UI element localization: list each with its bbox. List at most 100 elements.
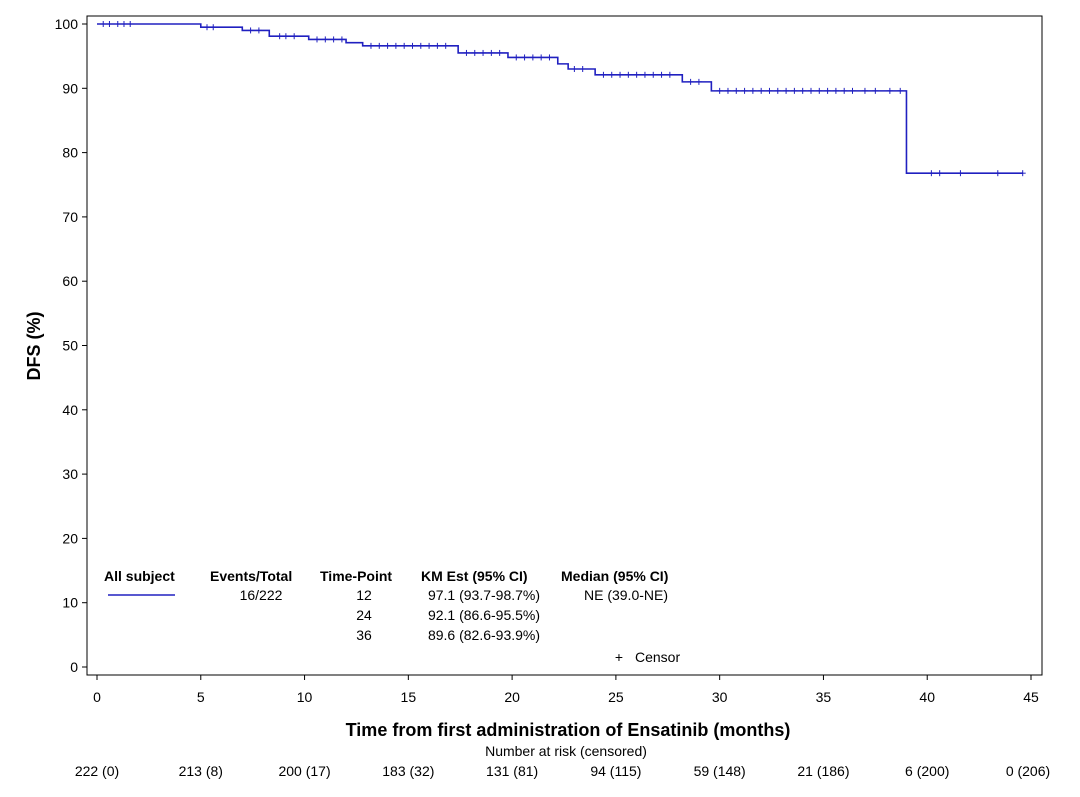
censor-mark	[816, 87, 823, 94]
censor-mark	[766, 87, 773, 94]
censor-mark	[127, 21, 134, 27]
censor-mark	[106, 21, 113, 27]
censor-mark	[367, 42, 374, 49]
censor-mark	[330, 36, 337, 43]
y-tick-label: 60	[62, 273, 78, 289]
censor-mark	[928, 170, 935, 177]
censor-mark	[791, 87, 798, 94]
censor-mark	[409, 42, 416, 49]
risk-value: 131 (81)	[486, 763, 538, 779]
legend-timepoint-12: 12	[356, 587, 372, 603]
legend-events-total: 16/222	[240, 587, 283, 603]
y-tick-label: 0	[70, 659, 78, 675]
y-axis-title: DFS (%)	[24, 312, 44, 381]
x-tick-label: 25	[608, 689, 624, 705]
x-tick-label: 10	[297, 689, 313, 705]
censor-mark	[488, 49, 495, 56]
censor-mark	[733, 87, 740, 94]
censor-mark	[625, 71, 632, 78]
censor-mark	[617, 71, 624, 78]
x-tick-label: 40	[919, 689, 935, 705]
censor-mark	[120, 21, 127, 27]
risk-value: 200 (17)	[278, 763, 330, 779]
y-tick-label: 70	[62, 209, 78, 225]
y-axis: 0 10 20 30 40 50 60 70 80 90 100	[55, 16, 87, 675]
legend-timepoint-24: 24	[356, 607, 372, 623]
censor-mark	[957, 170, 964, 177]
censor-mark	[401, 42, 408, 49]
censor-mark	[666, 71, 673, 78]
risk-value: 183 (32)	[382, 763, 434, 779]
risk-table-values: 222 (0) 213 (8) 200 (17) 183 (32) 131 (81) 94…	[75, 763, 1050, 779]
censor-mark	[799, 87, 806, 94]
censor-mark	[210, 24, 217, 31]
y-tick-label: 90	[62, 80, 78, 96]
censor-mark	[849, 87, 856, 94]
censor-mark	[724, 87, 731, 94]
legend-km-24: 92.1 (86.6-95.5%)	[428, 607, 540, 623]
censor-mark	[832, 87, 839, 94]
censor-mark	[471, 49, 478, 56]
risk-value: 21 (186)	[797, 763, 849, 779]
censor-mark	[529, 54, 536, 61]
legend-km-36: 89.6 (82.6-93.9%)	[428, 627, 540, 643]
censor-mark	[100, 21, 107, 27]
censor-mark	[521, 54, 528, 61]
censor-mark	[282, 33, 289, 40]
risk-value: 222 (0)	[75, 763, 119, 779]
censor-mark	[204, 24, 211, 31]
legend-header-median: Median (95% CI)	[561, 568, 668, 584]
censor-mark	[314, 36, 321, 43]
x-tick-label: 35	[816, 689, 832, 705]
censor-mark	[384, 42, 391, 49]
censor-mark	[291, 33, 298, 40]
legend-censor-symbol: +	[615, 649, 623, 665]
x-tick-label: 5	[197, 689, 205, 705]
legend-header-group: All subject	[104, 568, 175, 584]
censor-mark	[633, 71, 640, 78]
x-axis-title: Time from first administration of Ensati…	[346, 720, 791, 740]
censor-mark	[463, 49, 470, 56]
censor-mark	[600, 71, 607, 78]
x-axis: 0 5 10 15 20 25 30 35 40 45	[93, 675, 1039, 705]
risk-table-title: Number at risk (censored)	[485, 743, 647, 759]
censor-mark	[392, 42, 399, 49]
censor-mark	[442, 42, 449, 49]
censor-mark	[255, 27, 262, 34]
legend-header-events: Events/Total	[210, 568, 292, 584]
censor-mark	[749, 87, 756, 94]
censor-mark	[807, 87, 814, 94]
censor-mark	[872, 87, 879, 94]
censor-mark	[886, 87, 893, 94]
censor-mark	[650, 71, 657, 78]
y-tick-label: 10	[62, 595, 78, 611]
legend-header-km: KM Est (95% CI)	[421, 568, 528, 584]
y-tick-label: 40	[62, 402, 78, 418]
censor-mark	[571, 66, 578, 73]
censor-mark	[994, 170, 1001, 177]
censor-mark	[897, 87, 904, 94]
y-tick-label: 100	[55, 16, 79, 32]
censor-mark	[695, 78, 702, 85]
censor-mark	[1019, 170, 1026, 177]
risk-value: 0 (206)	[1006, 763, 1050, 779]
censor-mark	[861, 87, 868, 94]
censor-mark	[783, 87, 790, 94]
km-step-line	[97, 23, 1023, 174]
legend-timepoint-36: 36	[356, 627, 372, 643]
legend-km-12: 97.1 (93.7-98.7%)	[428, 587, 540, 603]
censor-mark	[579, 66, 586, 73]
x-tick-label: 45	[1023, 689, 1039, 705]
x-tick-label: 15	[401, 689, 417, 705]
censor-mark	[741, 87, 748, 94]
censor-mark	[608, 71, 615, 78]
risk-value: 213 (8)	[179, 763, 223, 779]
censor-mark	[687, 78, 694, 85]
censor-mark	[114, 21, 121, 27]
km-curve	[97, 23, 1023, 174]
censor-mark	[480, 49, 487, 56]
legend-median: NE (39.0-NE)	[584, 587, 668, 603]
y-tick-label: 30	[62, 466, 78, 482]
censor-mark	[716, 87, 723, 94]
